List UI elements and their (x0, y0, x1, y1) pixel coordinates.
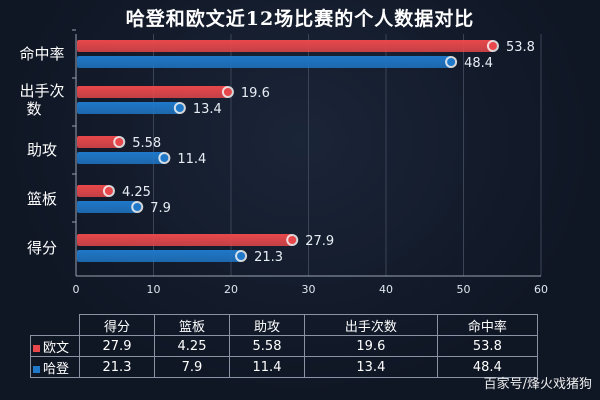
category-label: 助攻 (27, 141, 57, 159)
table-row-header: 欧文 (30, 335, 80, 357)
table-col-header: 命中率 (436, 314, 539, 336)
x-tick-label: 50 (457, 283, 471, 296)
category-label: 篮板 (27, 190, 57, 208)
bar-harden (77, 56, 452, 68)
x-tick-label: 30 (302, 283, 316, 296)
bar-end-dot (133, 203, 142, 211)
table-cell: 19.6 (304, 335, 438, 357)
bar-end-dot (447, 58, 456, 66)
table-cell: 21.3 (79, 356, 155, 378)
bar-end-dot (288, 236, 297, 244)
watermark: 百家号/烽火戏猪狗 (483, 377, 592, 392)
bar-irving (77, 136, 120, 148)
bar-end-dot (488, 42, 497, 50)
bar-irving (77, 234, 293, 246)
bar-end-dot (160, 154, 169, 162)
data-label: 4.25 (122, 185, 151, 200)
data-label: 48.4 (464, 56, 493, 71)
data-label: 13.4 (193, 102, 222, 117)
table-col-header: 得分 (79, 314, 155, 336)
bar-harden (77, 102, 180, 114)
table-row-irving: 欧文 27.9 4.25 5.58 19.6 53.8 (30, 335, 539, 357)
x-tick-label: 40 (379, 283, 393, 296)
data-label: 7.9 (150, 201, 171, 216)
category-label: 命中率 (19, 45, 64, 63)
x-tick-label: 10 (147, 283, 161, 296)
table-corner (31, 315, 80, 336)
bar-harden (77, 201, 138, 213)
table-cell: 4.25 (154, 335, 230, 357)
table-cell: 53.8 (436, 335, 539, 357)
bar-irving (77, 40, 493, 52)
data-label: 21.3 (254, 250, 283, 265)
data-label: 53.8 (506, 40, 535, 55)
bar-end-dot (223, 88, 232, 96)
legend-swatch-harden (33, 365, 40, 373)
table-cell: 27.9 (79, 335, 155, 357)
x-tick-label: 60 (534, 283, 548, 296)
table-cell: 7.9 (154, 356, 230, 378)
table-row-header: 哈登 (30, 356, 80, 378)
table-col-header: 助攻 (229, 314, 305, 336)
table-cell: 13.4 (304, 356, 438, 378)
table-row-harden: 哈登 21.3 7.9 11.4 13.4 48.4 (30, 356, 539, 378)
table-cell: 48.4 (436, 356, 539, 378)
x-tick-label: 0 (73, 283, 80, 296)
table-row-label: 欧文 (43, 340, 70, 356)
data-label: 5.58 (132, 136, 161, 151)
data-table: 得分 篮板 助攻 出手次数 命中率 欧文 27.9 4.25 5.58 19.6… (30, 314, 539, 378)
table-col-header: 篮板 (154, 314, 230, 336)
data-label: 19.6 (241, 86, 270, 101)
legend-swatch-irving (33, 344, 40, 352)
bar-end-dot (175, 104, 184, 112)
bar-irving (77, 185, 109, 197)
bar-end-dot (237, 252, 246, 260)
bar-irving (77, 86, 228, 98)
category-label: 数 (26, 100, 41, 118)
category-label: 得分 (27, 239, 57, 257)
category-label: 出手次 (19, 82, 64, 100)
bar-harden (77, 152, 165, 164)
table-col-header: 出手次数 (304, 314, 438, 336)
bar-end-dot (104, 187, 113, 195)
chart-title: 哈登和欧文近12场比赛的个人数据对比 (125, 8, 475, 30)
table-header-row: 得分 篮板 助攻 出手次数 命中率 (31, 314, 539, 336)
table-cell: 5.58 (229, 335, 305, 357)
table-row-label: 哈登 (43, 361, 70, 377)
bar-harden (77, 250, 242, 262)
bar-end-dot (115, 138, 124, 146)
table-cell: 11.4 (229, 356, 305, 378)
data-label: 11.4 (177, 152, 206, 167)
data-label: 27.9 (305, 234, 334, 249)
x-tick-label: 20 (224, 283, 238, 296)
